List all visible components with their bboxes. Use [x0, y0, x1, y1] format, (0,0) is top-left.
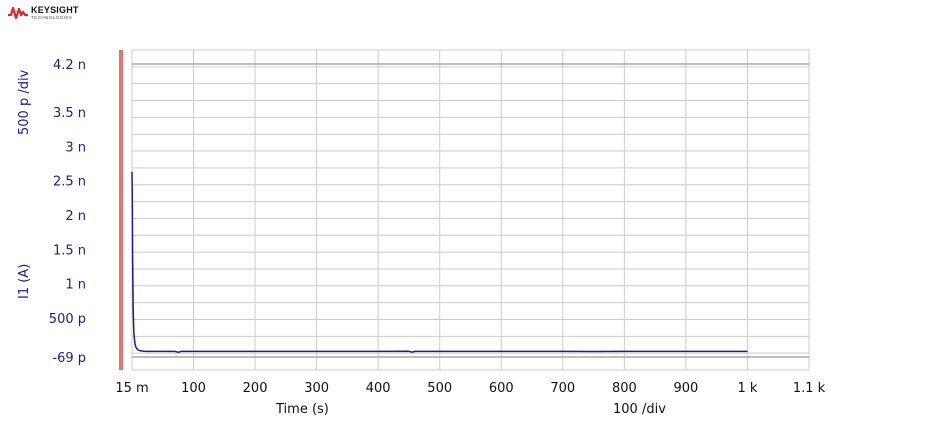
x-tick-label: 900	[673, 381, 698, 396]
y-axis-title: I1 (A)	[17, 263, 32, 299]
x-axis-title: Time (s)	[276, 402, 329, 417]
y-tick-label: 3 n	[65, 140, 86, 155]
x-scale-per-div-label: 100 /div	[613, 402, 666, 417]
x-tick-label: 800	[612, 381, 637, 396]
y-tick-label: 1 n	[65, 278, 86, 293]
y-tick-label: 3.5 n	[53, 106, 86, 121]
x-tick-label: 1.1 k	[793, 381, 826, 396]
x-tick-label: 700	[550, 381, 575, 396]
series-line	[131, 171, 748, 354]
y-tick-label: 1.5 n	[53, 243, 86, 258]
x-tick-label: 1 k	[737, 381, 757, 396]
y-tick-label: 4.2 n	[53, 58, 86, 73]
x-tick-label: 15 m	[115, 381, 148, 396]
x-tick-label: 300	[304, 381, 329, 396]
x-tick-label: 600	[489, 381, 514, 396]
y-tick-label: -69 p	[52, 351, 86, 366]
x-tick-label: 400	[366, 381, 391, 396]
keysight-wave-icon	[8, 6, 28, 20]
marker-bar	[119, 50, 123, 370]
y-tick-label: 2 n	[65, 209, 86, 224]
y-tick-label: 500 p	[49, 312, 86, 327]
brand-subtitle: TECHNOLOGIES	[31, 15, 73, 20]
y-scale-per-div-label: 500 p /div	[17, 69, 32, 135]
keysight-logo: KEYSIGHT TECHNOLOGIES	[8, 6, 79, 21]
x-tick-label: 100	[181, 381, 206, 396]
plot-area	[131, 49, 810, 371]
brand-name: KEYSIGHT	[31, 5, 79, 15]
y-tick-label: 2.5 n	[53, 175, 86, 190]
x-tick-label: 500	[427, 381, 452, 396]
x-tick-label: 200	[243, 381, 268, 396]
